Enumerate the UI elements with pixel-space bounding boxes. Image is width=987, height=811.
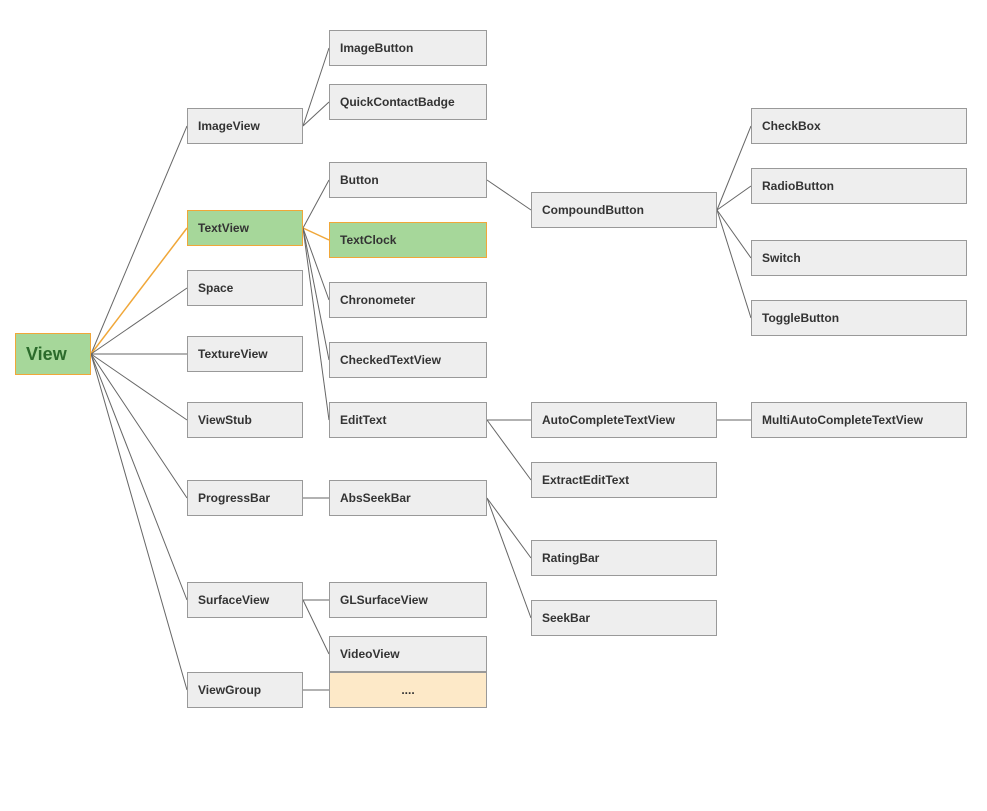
node-togglebutton: ToggleButton: [751, 300, 967, 336]
edge-imageview-quickcontactbadge: [303, 102, 329, 126]
edge-imageview-imagebutton: [303, 48, 329, 126]
edge-compoundbutton-switch: [717, 210, 751, 258]
node-radiobutton: RadioButton: [751, 168, 967, 204]
edge-compoundbutton-togglebutton: [717, 210, 751, 318]
edge-textview-chronometer: [303, 228, 329, 300]
node-progressbar: ProgressBar: [187, 480, 303, 516]
node-label: ImageButton: [340, 41, 413, 55]
node-label: ExtractEditText: [542, 473, 629, 487]
node-label: ....: [401, 683, 414, 697]
node-label: SeekBar: [542, 611, 590, 625]
edge-view-progressbar: [91, 354, 187, 498]
node-label: QuickContactBadge: [340, 95, 455, 109]
node-videoview: VideoView: [329, 636, 487, 672]
node-label: SurfaceView: [198, 593, 269, 607]
node-viewstub: ViewStub: [187, 402, 303, 438]
node-checkbox: CheckBox: [751, 108, 967, 144]
node-label: AbsSeekBar: [340, 491, 411, 505]
node-label: ViewGroup: [198, 683, 261, 697]
node-dots: ....: [329, 672, 487, 708]
edge-edittext-extractedittext: [487, 420, 531, 480]
node-imageview: ImageView: [187, 108, 303, 144]
edge-view-space: [91, 288, 187, 354]
node-label: Button: [340, 173, 379, 187]
node-viewgroup: ViewGroup: [187, 672, 303, 708]
node-extractedittext: ExtractEditText: [531, 462, 717, 498]
edge-view-viewstub: [91, 354, 187, 420]
node-ratingbar: RatingBar: [531, 540, 717, 576]
edge-absseekbar-seekbar: [487, 498, 531, 618]
node-label: TextClock: [340, 233, 396, 247]
node-label: CompoundButton: [542, 203, 644, 217]
node-checkedtextview: CheckedTextView: [329, 342, 487, 378]
edge-view-imageview: [91, 126, 187, 354]
node-textclock: TextClock: [329, 222, 487, 258]
node-seekbar: SeekBar: [531, 600, 717, 636]
node-view: View: [15, 333, 91, 375]
node-label: CheckedTextView: [340, 353, 441, 367]
node-label: MultiAutoCompleteTextView: [762, 413, 923, 427]
node-switch: Switch: [751, 240, 967, 276]
node-glsurfaceview: GLSurfaceView: [329, 582, 487, 618]
node-label: Space: [198, 281, 233, 295]
edge-textview-button: [303, 180, 329, 228]
edge-absseekbar-ratingbar: [487, 498, 531, 558]
node-absseekbar: AbsSeekBar: [329, 480, 487, 516]
node-label: EditText: [340, 413, 386, 427]
edge-compoundbutton-checkbox: [717, 126, 751, 210]
node-label: RadioButton: [762, 179, 834, 193]
node-imagebutton: ImageButton: [329, 30, 487, 66]
node-label: ProgressBar: [198, 491, 270, 505]
node-label: GLSurfaceView: [340, 593, 428, 607]
edge-button-compoundbutton: [487, 180, 531, 210]
edge-textview-textclock: [303, 228, 329, 240]
node-label: ImageView: [198, 119, 260, 133]
node-compoundbutton: CompoundButton: [531, 192, 717, 228]
node-label: TextView: [198, 221, 249, 235]
edge-compoundbutton-radiobutton: [717, 186, 751, 210]
node-label: ViewStub: [198, 413, 252, 427]
node-label: TextureView: [198, 347, 268, 361]
node-label: Switch: [762, 251, 801, 265]
node-textureview: TextureView: [187, 336, 303, 372]
node-space: Space: [187, 270, 303, 306]
node-surfaceview: SurfaceView: [187, 582, 303, 618]
edge-surfaceview-videoview: [303, 600, 329, 654]
node-label: CheckBox: [762, 119, 821, 133]
edge-view-surfaceview: [91, 354, 187, 600]
node-quickcontactbadge: QuickContactBadge: [329, 84, 487, 120]
node-label: ToggleButton: [762, 311, 839, 325]
edge-view-viewgroup: [91, 354, 187, 690]
edge-textview-checkedtextview: [303, 228, 329, 360]
node-autocompletetv: AutoCompleteTextView: [531, 402, 717, 438]
node-button: Button: [329, 162, 487, 198]
node-label: View: [26, 344, 67, 365]
edge-view-textview: [91, 228, 187, 354]
node-label: RatingBar: [542, 551, 599, 565]
node-chronometer: Chronometer: [329, 282, 487, 318]
node-label: AutoCompleteTextView: [542, 413, 675, 427]
edge-textview-edittext: [303, 228, 329, 420]
node-label: VideoView: [340, 647, 400, 661]
node-label: Chronometer: [340, 293, 415, 307]
node-multiautocomplete: MultiAutoCompleteTextView: [751, 402, 967, 438]
node-edittext: EditText: [329, 402, 487, 438]
node-textview: TextView: [187, 210, 303, 246]
